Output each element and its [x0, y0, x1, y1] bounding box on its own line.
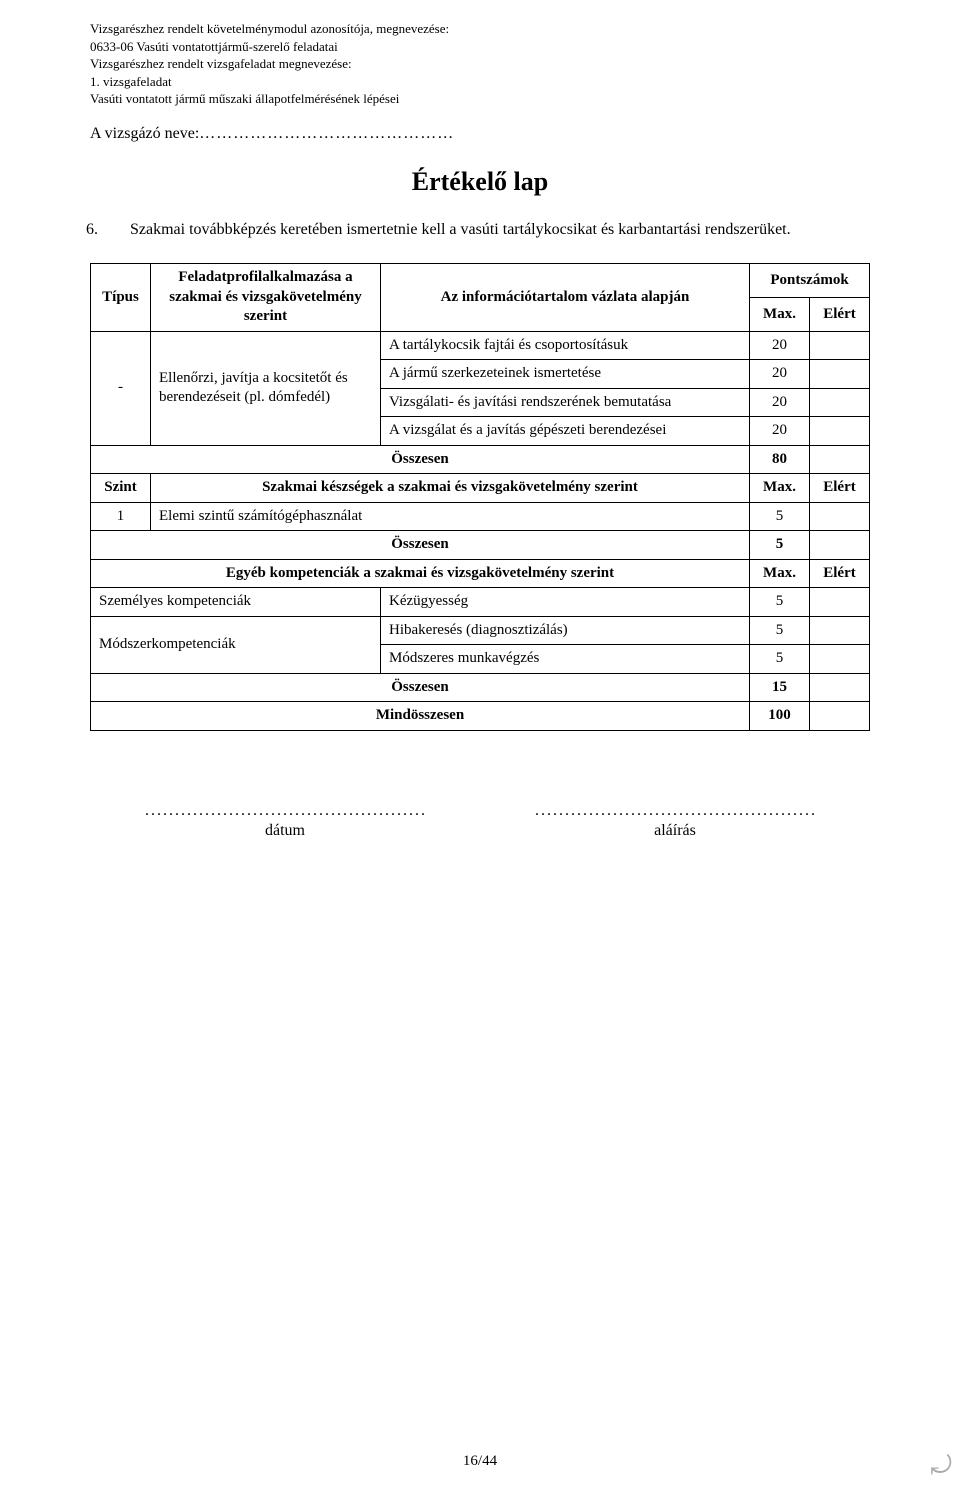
header-line: Vizsgarészhez rendelt vizsgafeladat megn…: [90, 55, 870, 73]
col-header-elert: Elért: [810, 297, 870, 331]
col-header-skills: Szakmai készségek a szakmai és vizsgaköv…: [151, 474, 750, 503]
skill-label: Elemi szintű számítógéphasználat: [151, 502, 750, 531]
section-header-row: Egyéb kompetenciák a szakmai és vizsgakö…: [91, 559, 870, 588]
max-value: 20: [750, 417, 810, 446]
elert-cell: [810, 588, 870, 617]
osszesen-value: 5: [750, 531, 810, 560]
max-value: 5: [750, 616, 810, 645]
signature-block: ........................................…: [535, 801, 815, 843]
max-value: 20: [750, 360, 810, 389]
col-header-type: Típus: [91, 264, 151, 332]
sum-row: Összesen 5: [91, 531, 870, 560]
header-meta: Vizsgarészhez rendelt követelménymodul a…: [90, 20, 870, 108]
type-dash: -: [91, 331, 151, 445]
col-header-profile: Feladatprofilalkalmazása a szakmai és vi…: [151, 264, 381, 332]
header-line: Vizsgarészhez rendelt követelménymodul a…: [90, 20, 870, 38]
elert-cell: [810, 388, 870, 417]
max-value: 5: [750, 502, 810, 531]
date-label: dátum: [145, 821, 425, 842]
task-description: 6. Szakmai továbbképzés keretében ismert…: [90, 220, 870, 241]
task-number: 6.: [106, 220, 126, 241]
osszesen-value: 80: [750, 445, 810, 474]
elert-cell: [810, 531, 870, 560]
elert-cell: [810, 673, 870, 702]
header-line: 0633-06 Vasúti vontatottjármű-szerelő fe…: [90, 38, 870, 56]
col-header-elert: Elért: [810, 559, 870, 588]
elert-cell: [810, 360, 870, 389]
comp-category: Személyes kompetenciák: [91, 588, 381, 617]
info-label: Vizsgálati- és javítási rendszerének bem…: [381, 388, 750, 417]
table-row: 1 Elemi szintű számítógéphasználat 5: [91, 502, 870, 531]
elert-cell: [810, 645, 870, 674]
osszesen-value: 15: [750, 673, 810, 702]
signature-label: aláírás: [535, 821, 815, 842]
skill-level: 1: [91, 502, 151, 531]
osszesen-label: Összesen: [91, 445, 750, 474]
page-title: Értékelő lap: [90, 165, 870, 199]
osszesen-label: Összesen: [91, 531, 750, 560]
col-header-info: Az információtartalom vázlata alapján: [381, 264, 750, 332]
task-text: Szakmai továbbképzés keretében ismertetn…: [130, 221, 791, 238]
profile-text: Ellenőrzi, javítja a kocsitetőt és beren…: [151, 331, 381, 445]
col-header-max: Max.: [750, 297, 810, 331]
date-block: ........................................…: [145, 801, 425, 843]
info-label: A vizsgálat és a javítás gépészeti beren…: [381, 417, 750, 446]
col-header-max: Max.: [750, 474, 810, 503]
sum-row: Összesen 15: [91, 673, 870, 702]
comp-item: Módszeres munkavégzés: [381, 645, 750, 674]
max-value: 20: [750, 331, 810, 360]
comp-item: Kézügyesség: [381, 588, 750, 617]
examinee-dots: [199, 125, 454, 142]
mindosszesen-value: 100: [750, 702, 810, 731]
examinee-label: A vizsgázó neve:: [90, 125, 199, 142]
elert-cell: [810, 417, 870, 446]
examinee-name-line: A vizsgázó neve:: [90, 124, 870, 145]
page-number: 16/44: [0, 1452, 960, 1472]
info-label: A jármű szerkezeteinek ismertetése: [381, 360, 750, 389]
header-line: Vasúti vontatott jármű műszaki állapotfe…: [90, 90, 870, 108]
max-value: 20: [750, 388, 810, 417]
header-line: 1. vizsgafeladat: [90, 73, 870, 91]
table-row: Személyes kompetenciák Kézügyesség 5: [91, 588, 870, 617]
elert-cell: [810, 331, 870, 360]
page-curl-icon: ⤾: [930, 1449, 952, 1483]
table-row: Módszerkompetenciák Hibakeresés (diagnos…: [91, 616, 870, 645]
max-value: 5: [750, 588, 810, 617]
evaluation-table: Típus Feladatprofilalkalmazása a szakmai…: [90, 263, 870, 731]
section-header-row: Szint Szakmai készségek a szakmai és viz…: [91, 474, 870, 503]
osszesen-label: Összesen: [91, 673, 750, 702]
comp-item: Hibakeresés (diagnosztizálás): [381, 616, 750, 645]
elert-cell: [810, 616, 870, 645]
col-header-elert: Elért: [810, 474, 870, 503]
elert-cell: [810, 502, 870, 531]
elert-cell: [810, 702, 870, 731]
mindosszesen-label: Mindösszesen: [91, 702, 750, 731]
date-dots: ........................................…: [145, 801, 425, 822]
grand-total-row: Mindösszesen 100: [91, 702, 870, 731]
col-header-other-comp: Egyéb kompetenciák a szakmai és vizsgakö…: [91, 559, 750, 588]
info-label: A tartálykocsik fajtái és csoportosításu…: [381, 331, 750, 360]
table-header-row: Típus Feladatprofilalkalmazása a szakmai…: [91, 264, 870, 298]
max-value: 5: [750, 645, 810, 674]
sum-row: Összesen 80: [91, 445, 870, 474]
col-header-max: Max.: [750, 559, 810, 588]
table-row: - Ellenőrzi, javítja a kocsitetőt és ber…: [91, 331, 870, 360]
signature-dots: ........................................…: [535, 801, 815, 822]
signature-row: ........................................…: [90, 801, 870, 843]
col-header-scores: Pontszámok: [750, 264, 870, 298]
elert-cell: [810, 445, 870, 474]
col-header-szint: Szint: [91, 474, 151, 503]
comp-category: Módszerkompetenciák: [91, 616, 381, 673]
